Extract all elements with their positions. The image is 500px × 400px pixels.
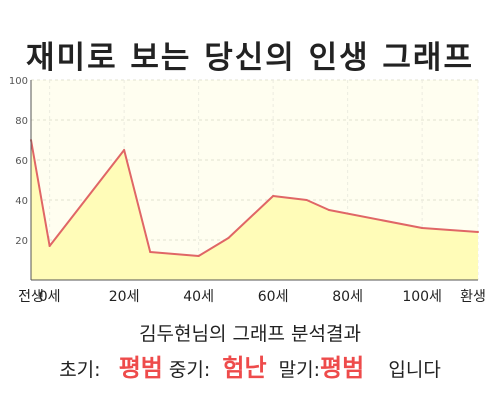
x-tick-label: 100세 bbox=[402, 289, 442, 305]
analysis-summary: 초기: 평범 중기: 험난 말기:평범 입니다 bbox=[0, 348, 500, 383]
y-tick-label: 80 bbox=[15, 116, 28, 127]
analysis-subtitle: 김두현님의 그래프 분석결과 bbox=[139, 323, 361, 345]
data-point bbox=[123, 149, 126, 151]
summary-ending: 입니다 bbox=[388, 359, 441, 381]
x-tick-label: 40세 bbox=[183, 289, 214, 305]
early-value: 평범 bbox=[118, 354, 163, 382]
page-title: 재미로 보는 당신의 인생 그래프 bbox=[26, 40, 474, 76]
late-label: 말기: bbox=[278, 359, 321, 381]
x-tick-label: 전생 bbox=[18, 289, 44, 305]
y-tick-label: 20 bbox=[15, 236, 28, 247]
data-point bbox=[305, 199, 308, 201]
x-tick-label: 20세 bbox=[109, 289, 140, 305]
data-point bbox=[227, 237, 230, 239]
middle-value: 험난 bbox=[222, 354, 267, 382]
y-tick-label: 40 bbox=[15, 196, 28, 207]
middle-label: 중기: bbox=[168, 359, 211, 381]
data-point bbox=[477, 231, 479, 233]
x-tick-label: 환생 bbox=[460, 289, 486, 305]
data-point bbox=[328, 209, 330, 211]
data-point bbox=[48, 245, 51, 247]
data-point bbox=[149, 251, 152, 253]
x-tick-label: 80세 bbox=[332, 289, 363, 305]
y-tick-label: 60 bbox=[15, 156, 28, 167]
data-point bbox=[197, 255, 200, 257]
x-tick-label: 0세 bbox=[39, 289, 61, 305]
y-tick-label: 100 bbox=[9, 76, 28, 87]
late-value: 평범 bbox=[320, 354, 365, 382]
x-tick-label: 60세 bbox=[258, 289, 289, 305]
data-point bbox=[272, 195, 275, 197]
area-fill bbox=[31, 140, 478, 280]
data-point bbox=[421, 227, 424, 229]
early-label: 초기: bbox=[59, 359, 101, 381]
